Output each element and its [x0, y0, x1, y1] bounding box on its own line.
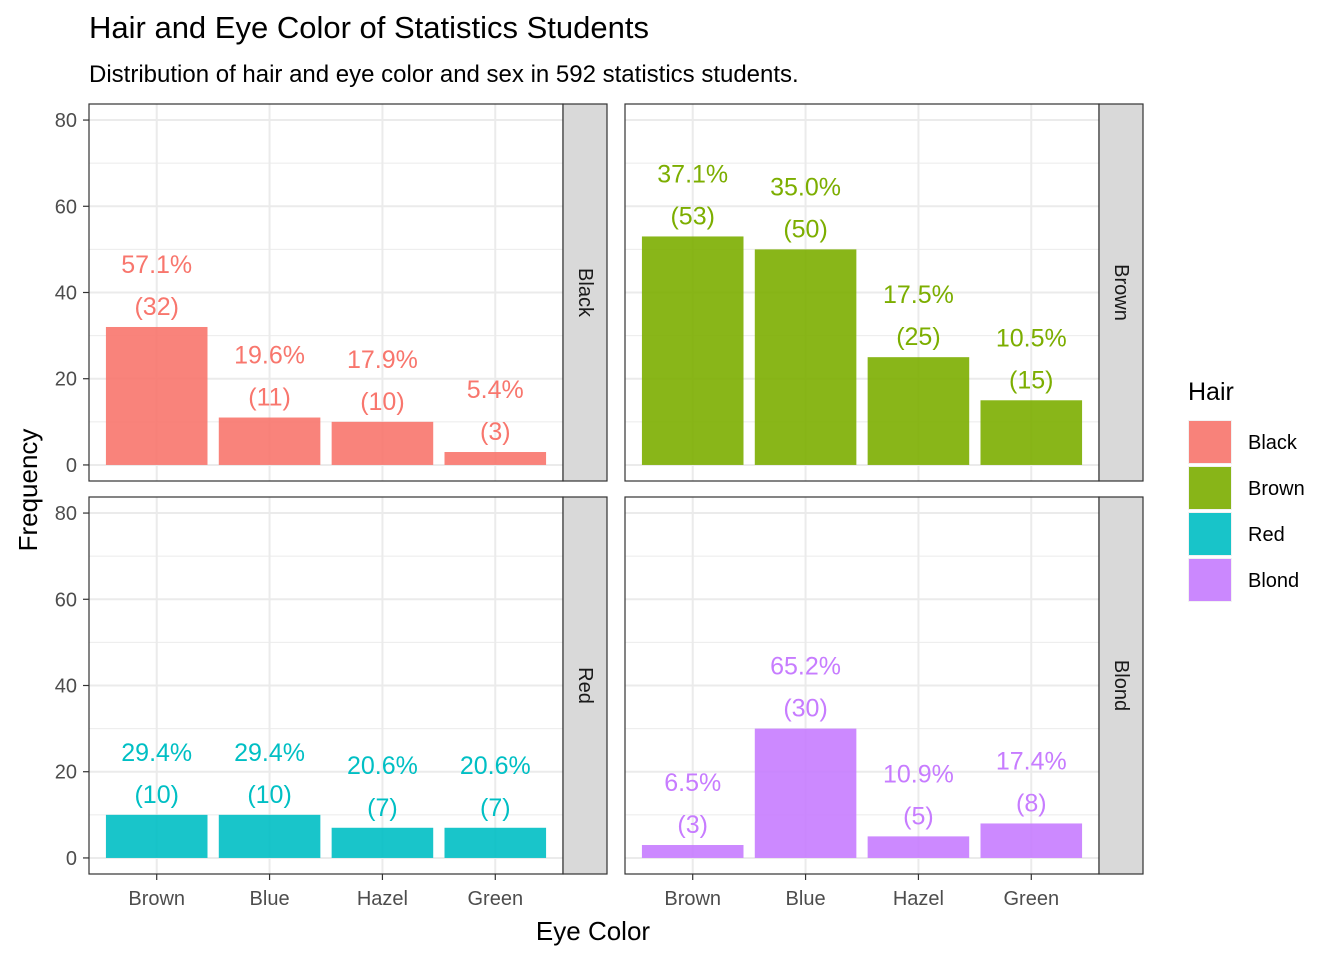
bar-count-label: (50) — [783, 215, 827, 243]
bar-percent-label: 37.1% — [657, 160, 728, 188]
bar-count-label: (10) — [247, 781, 291, 809]
legend-item-black: Black — [1188, 420, 1298, 464]
facet-panel-blond: 6.5% (3) 65.2% (30) 10.9% (5) 17.4% (8) Blond Bro… — [624, 496, 1144, 910]
bar-count-label: (8) — [1016, 789, 1047, 817]
bar-red-blue — [218, 814, 321, 858]
y-tick-label: 40 — [55, 283, 77, 305]
legend-label: Blond — [1248, 570, 1299, 592]
facet-strip — [1098, 496, 1144, 875]
bar-count-label: (25) — [896, 323, 940, 351]
bar-count-label: (7) — [480, 794, 511, 822]
bar-black-green — [444, 452, 547, 465]
bar-percent-label: 29.4% — [121, 739, 192, 767]
facet-panel-brown: 37.1% (53) 35.0% (50) 17.5% (25) 10.5% (15) Brow… — [624, 103, 1144, 482]
bar-count-label: (15) — [1009, 366, 1053, 394]
facet-strip — [562, 496, 608, 875]
bar-percent-label: 57.1% — [121, 251, 192, 279]
y-tick-label: 40 — [55, 676, 77, 698]
x-tick-label: Green — [467, 888, 523, 910]
bar-blond-blue — [754, 728, 857, 858]
bar-black-blue — [218, 417, 321, 465]
bar-count-label: (3) — [677, 811, 708, 839]
bar-percent-label: 20.6% — [460, 752, 531, 780]
bar-percent-label: 17.4% — [996, 747, 1067, 775]
bar-percent-label: 5.4% — [467, 376, 524, 404]
bar-brown-green — [980, 400, 1083, 465]
bar-count-label: (32) — [134, 293, 178, 321]
facet-strip — [562, 103, 608, 482]
legend-label: Brown — [1248, 478, 1305, 500]
y-axis-title: Frequency — [13, 429, 43, 552]
legend-label: Red — [1248, 524, 1285, 546]
legend-swatch — [1189, 559, 1231, 601]
legend-swatch — [1189, 421, 1231, 463]
bar-blond-brown — [641, 845, 744, 858]
x-tick-label: Green — [1003, 888, 1059, 910]
x-tick-label: Blue — [250, 888, 290, 910]
bar-brown-brown — [641, 236, 744, 465]
bar-percent-label: 6.5% — [664, 769, 721, 797]
facet-strip-label: Red — [574, 667, 596, 704]
legend-title: Hair — [1188, 378, 1234, 406]
y-tick-label: 20 — [55, 369, 77, 391]
chart-title: Hair and Eye Color of Statistics Student… — [89, 10, 649, 45]
chart-subtitle: Distribution of hair and eye color and s… — [89, 61, 799, 88]
bar-percent-label: 10.5% — [996, 324, 1067, 352]
bar-red-green — [444, 827, 547, 858]
bar-percent-label: 19.6% — [234, 342, 305, 370]
legend-item-blond: Blond — [1188, 558, 1299, 602]
y-tick-label: 60 — [55, 196, 77, 218]
bar-blond-green — [980, 823, 1083, 858]
y-tick-label: 20 — [55, 762, 77, 784]
x-tick-label: Brown — [664, 888, 721, 910]
facet-panels: 57.1% (32) 19.6% (11) 17.9% (10) 5.4% (3) Black 0… — [55, 103, 1144, 910]
facet-panel-black: 57.1% (32) 19.6% (11) 17.9% (10) 5.4% (3) Black 0… — [55, 103, 608, 482]
legend-swatch — [1189, 513, 1231, 555]
bar-red-brown — [105, 814, 208, 858]
legend: Hair Black Brown Red Blond — [1188, 378, 1305, 602]
legend-label: Black — [1248, 432, 1298, 454]
facet-strip-label: Brown — [1110, 264, 1132, 321]
y-tick-label: 60 — [55, 589, 77, 611]
y-tick-label: 0 — [66, 848, 77, 870]
bar-percent-label: 35.0% — [770, 173, 841, 201]
legend-swatch — [1189, 467, 1231, 509]
x-tick-label: Blue — [786, 888, 826, 910]
bar-brown-hazel — [867, 357, 970, 465]
y-tick-label: 0 — [66, 455, 77, 477]
facet-panel-red: 29.4% (10) 29.4% (10) 20.6% (7) 20.6% (7) Red 0 20… — [55, 496, 608, 910]
legend-item-brown: Brown — [1188, 466, 1305, 510]
bar-count-label: (11) — [248, 384, 291, 412]
bar-count-label: (10) — [134, 781, 178, 809]
y-tick-label: 80 — [55, 110, 77, 132]
bar-count-label: (5) — [903, 802, 934, 830]
bar-percent-label: 17.9% — [347, 346, 418, 374]
y-tick-label: 80 — [55, 503, 77, 525]
bar-blond-hazel — [867, 836, 970, 858]
bar-count-label: (7) — [367, 794, 398, 822]
bar-count-label: (3) — [480, 418, 511, 446]
bar-percent-label: 10.9% — [883, 760, 954, 788]
bar-count-label: (30) — [783, 695, 827, 723]
bar-black-hazel — [331, 421, 434, 465]
facet-strip — [1098, 103, 1144, 482]
bar-red-hazel — [331, 827, 434, 858]
bar-percent-label: 20.6% — [347, 752, 418, 780]
bar-black-brown — [105, 326, 208, 465]
x-axis-title: Eye Color — [536, 916, 650, 946]
bar-count-label: (53) — [670, 202, 714, 230]
x-tick-label: Hazel — [893, 888, 944, 910]
facet-strip-label: Blond — [1110, 660, 1132, 711]
bar-percent-label: 17.5% — [883, 281, 954, 309]
x-tick-label: Brown — [128, 888, 185, 910]
x-tick-label: Hazel — [357, 888, 408, 910]
bar-count-label: (10) — [360, 388, 404, 416]
legend-item-red: Red — [1188, 512, 1285, 556]
facet-strip-label: Black — [574, 268, 596, 318]
bar-percent-label: 65.2% — [770, 653, 841, 681]
bar-percent-label: 29.4% — [234, 739, 305, 767]
bar-brown-blue — [754, 249, 857, 465]
